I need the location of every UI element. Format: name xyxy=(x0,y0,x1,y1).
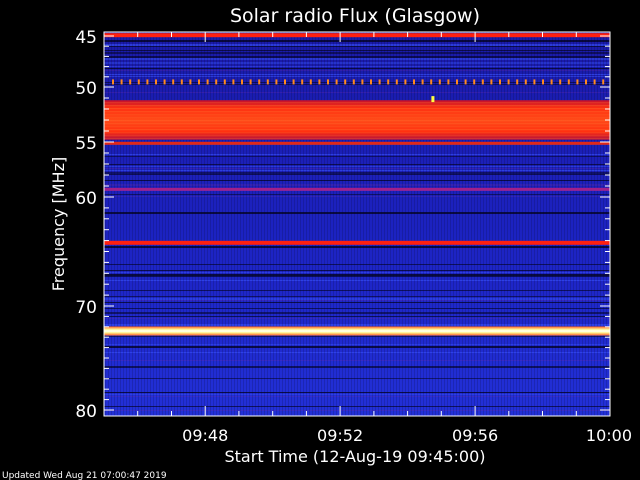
interference-dot xyxy=(129,79,132,85)
interference-dot xyxy=(120,79,123,85)
x-tick-label: 09:48 xyxy=(182,426,228,445)
interference-dot xyxy=(438,79,441,85)
band-texture-row xyxy=(104,102,610,104)
interference-dot xyxy=(473,79,476,85)
frequency-band xyxy=(104,240,610,245)
interference-dot xyxy=(567,79,570,85)
interference-dot xyxy=(266,79,269,85)
interference-dot xyxy=(223,79,226,85)
interference-dot xyxy=(232,79,235,85)
band-texture-row xyxy=(104,105,610,107)
interference-dot xyxy=(309,79,312,85)
frequency-band xyxy=(104,33,610,38)
band-texture-row xyxy=(104,114,610,116)
interference-dot xyxy=(447,79,450,85)
x-tick-label: 09:52 xyxy=(317,426,363,445)
interference-dot xyxy=(456,79,458,85)
interference-dot xyxy=(292,79,295,85)
interference-dot xyxy=(163,79,166,85)
interference-dot xyxy=(593,79,596,85)
band-texture-row xyxy=(104,135,610,137)
band-texture-row xyxy=(104,126,610,128)
interference-dot xyxy=(172,79,175,85)
x-tick-label: 09:56 xyxy=(452,426,498,445)
interference-dot xyxy=(361,79,364,85)
band-texture-row xyxy=(104,117,610,119)
interference-dot xyxy=(318,79,321,85)
band-texture-row xyxy=(104,120,610,122)
interference-dot xyxy=(550,79,553,85)
y-tick-label: 50 xyxy=(75,79,97,99)
plot-area xyxy=(104,32,610,416)
interference-dot xyxy=(284,79,286,85)
interference-dot xyxy=(387,79,390,85)
interference-dot xyxy=(516,79,519,85)
time-texture xyxy=(104,32,610,416)
interference-dot xyxy=(327,79,329,85)
band-texture-row xyxy=(104,123,610,125)
radio-burst xyxy=(431,96,435,103)
interference-dot xyxy=(378,79,381,85)
interference-dot xyxy=(490,79,493,85)
band-texture-row xyxy=(104,129,610,131)
interference-dot xyxy=(215,79,218,85)
frequency-band xyxy=(104,187,610,191)
interference-dot xyxy=(507,79,510,85)
y-tick-label: 60 xyxy=(75,189,97,209)
interference-dot xyxy=(155,79,157,85)
interference-dot xyxy=(301,79,304,85)
interference-dot xyxy=(258,79,261,85)
y-tick-label: 70 xyxy=(75,298,97,318)
interference-dot xyxy=(137,79,140,85)
x-tick-label: 10:00 xyxy=(586,426,632,445)
interference-dot xyxy=(344,79,347,85)
interference-dot xyxy=(249,79,252,85)
y-tick-label: 55 xyxy=(75,134,97,154)
interference-dot xyxy=(602,79,605,85)
y-tick-label: 45 xyxy=(75,28,97,48)
band-texture-row xyxy=(104,111,610,113)
interference-dot xyxy=(198,79,200,85)
band-edge xyxy=(104,141,610,145)
interference-dot xyxy=(395,79,398,85)
plot-frame xyxy=(103,31,611,417)
interference-dot xyxy=(146,79,149,85)
interference-dot xyxy=(189,79,192,85)
interference-dot xyxy=(499,79,501,85)
y-axis-label: Frequency [MHz] xyxy=(49,157,68,291)
interference-dot xyxy=(404,79,407,85)
interference-dot xyxy=(533,79,536,85)
interference-dot xyxy=(112,79,114,85)
interference-dot xyxy=(481,79,484,85)
interference-dot xyxy=(430,79,433,85)
interference-dot xyxy=(275,79,278,85)
interference-dot xyxy=(413,79,415,85)
band-texture-row xyxy=(104,108,610,110)
interference-dot xyxy=(542,79,544,85)
interference-dot xyxy=(241,79,243,85)
frequency-band xyxy=(104,100,610,140)
x-axis-label: Start Time (12-Aug-19 09:45:00) xyxy=(225,447,486,466)
band-texture-row xyxy=(104,138,610,140)
interference-dot xyxy=(352,79,355,85)
interference-dot xyxy=(370,79,372,85)
interference-dot xyxy=(421,79,424,85)
frequency-band xyxy=(104,326,610,336)
interference-dot xyxy=(524,79,527,85)
chart-title: Solar radio Flux (Glasgow) xyxy=(230,5,480,27)
interference-dot xyxy=(559,79,562,85)
band-texture-row xyxy=(104,132,610,134)
interference-dot xyxy=(180,79,183,85)
y-tick-label: 80 xyxy=(75,402,97,422)
interference-dot xyxy=(585,79,587,85)
interference-dot xyxy=(206,79,209,85)
interference-dot xyxy=(464,79,467,85)
interference-dot xyxy=(576,79,579,85)
updated-timestamp: Updated Wed Aug 21 07:00:47 2019 xyxy=(2,471,167,480)
interference-dot xyxy=(335,79,338,85)
axes: 45 50 55 60 70 80 09:48 09:52 09:56 10:00 xyxy=(75,28,632,445)
